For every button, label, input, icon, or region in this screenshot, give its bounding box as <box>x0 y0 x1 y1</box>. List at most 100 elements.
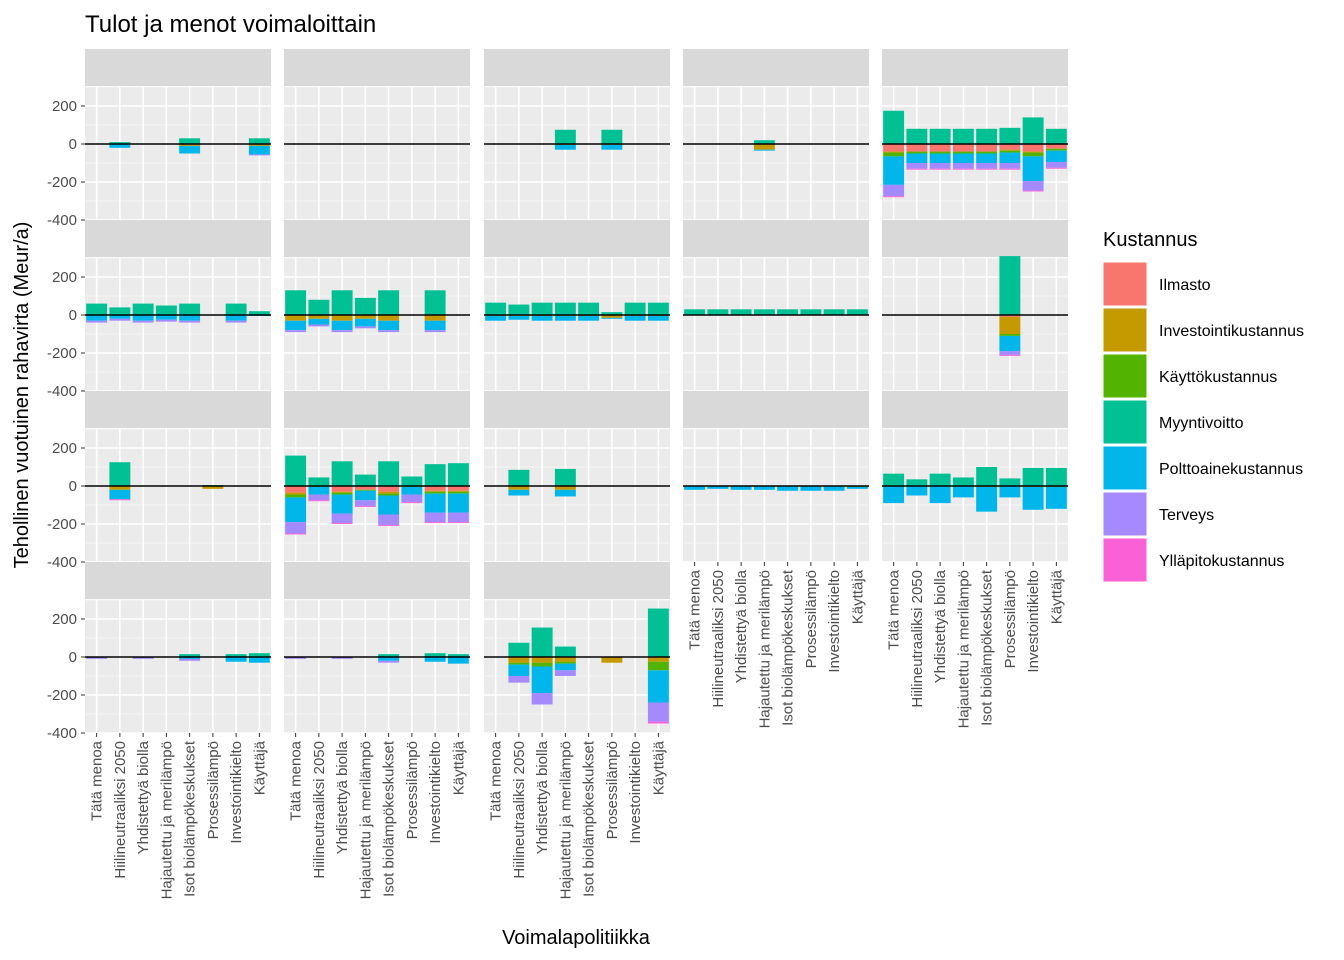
x-tick-label: Hajautettu ja merilämpö <box>955 570 972 728</box>
x-tick-label: Käyttäjä <box>251 740 268 795</box>
bar-segment <box>1022 156 1044 182</box>
bar-segment <box>883 196 905 198</box>
x-tick-label: Käyttäjä <box>1048 569 1065 624</box>
y-tick-label: 200 <box>52 440 77 457</box>
bar-segment <box>999 150 1021 153</box>
bar-segment <box>647 657 669 662</box>
y-tick-label: 200 <box>52 98 77 115</box>
x-tick-label: Prosessilämpö <box>404 741 421 839</box>
bar-segment <box>508 642 530 657</box>
legend-label: Käyttökustannus <box>1159 369 1277 386</box>
bar-segment <box>248 657 270 663</box>
bar-segment <box>225 320 247 323</box>
facet-panel <box>683 220 869 392</box>
bar-segment <box>354 490 376 501</box>
bar-segment <box>86 315 108 321</box>
bar-segment <box>248 154 270 156</box>
x-axis-title: Voimalapolitiikka <box>502 927 651 949</box>
facet-strip <box>85 49 271 86</box>
bar-segment <box>684 486 706 490</box>
bar-segment <box>424 512 446 523</box>
bar-segment <box>929 128 951 144</box>
y-tick-label: -200 <box>47 345 77 362</box>
facet-panel <box>284 49 470 221</box>
bar-segment <box>354 297 376 315</box>
bar-segment <box>331 486 353 492</box>
bar-segment <box>424 493 446 513</box>
legend-key <box>1102 399 1148 445</box>
bar-segment <box>155 315 177 320</box>
facet-panel <box>882 220 1068 392</box>
bar-segment <box>883 486 905 504</box>
bar-segment <box>508 469 530 486</box>
bar-segment <box>401 502 423 504</box>
bar-segment <box>1045 148 1067 151</box>
bar-segment <box>883 151 905 153</box>
bar-segment <box>531 693 553 705</box>
y-tick-label: 0 <box>69 478 77 495</box>
bar-segment <box>179 320 201 323</box>
facet-strip <box>284 220 470 257</box>
bar-segment <box>485 302 507 315</box>
bar-segment <box>447 490 469 492</box>
bar-segment <box>308 299 330 315</box>
bar-segment <box>202 486 224 489</box>
y-tick-label: 0 <box>69 136 77 153</box>
bar-segment <box>601 315 623 318</box>
facet-strip <box>882 220 1068 257</box>
bar-segment <box>109 315 131 319</box>
bar-segment <box>999 163 1021 169</box>
bar-segment <box>554 315 576 321</box>
bar-segment <box>354 318 376 327</box>
bar-segment <box>285 320 307 331</box>
bar-segment <box>508 657 530 663</box>
bar-segment <box>976 151 998 154</box>
facet-strip <box>683 220 869 257</box>
bar-segment <box>976 168 998 170</box>
bar-segment <box>179 315 201 321</box>
panel-background <box>284 87 470 220</box>
bar-segment <box>447 512 469 523</box>
bar-segment <box>378 486 400 492</box>
bar-segment <box>331 461 353 486</box>
bar-segment <box>554 663 576 671</box>
bar-segment <box>179 658 201 661</box>
bar-segment <box>601 144 623 150</box>
bar-segment <box>401 486 423 495</box>
bar-segment <box>354 489 376 491</box>
bar-segment <box>531 657 553 663</box>
bar-segment <box>999 144 1021 150</box>
bar-segment <box>929 163 951 169</box>
bar-segment <box>929 473 951 486</box>
bar-segment <box>331 494 353 514</box>
bar-segment <box>578 315 600 321</box>
bar-segment <box>285 657 307 659</box>
legend-label: Myyntivoitto <box>1159 415 1244 432</box>
bar-segment <box>999 354 1021 356</box>
facet-panel <box>683 49 869 221</box>
legend-key <box>1102 491 1148 537</box>
bar-segment <box>378 315 400 321</box>
x-tick-label: Tätä menoa <box>89 740 106 821</box>
bar-segment <box>883 152 905 157</box>
bar-segment <box>225 315 247 321</box>
x-tick-label: Investointikielto <box>427 741 444 844</box>
bar-segment <box>378 320 400 331</box>
bar-segment <box>109 144 131 148</box>
legend-title: Kustannus <box>1103 229 1198 251</box>
panel-background <box>683 258 869 391</box>
bar-segment <box>424 464 446 486</box>
facet-panel <box>484 391 670 563</box>
x-tick-label: Hiilineutraaliksi 2050 <box>311 741 328 879</box>
x-tick-label: Prosessilämpö <box>1002 570 1019 668</box>
bar-segment <box>354 315 376 319</box>
y-tick-label: 0 <box>69 649 77 666</box>
bar-segment <box>424 320 446 331</box>
legend: Kustannus Ilmasto Investointikustannus Käy… <box>1102 229 1304 583</box>
bar-segment <box>109 318 131 321</box>
x-tick-label: Tätä menoa <box>687 569 704 650</box>
x-tick-label: Investointikielto <box>627 741 644 844</box>
bar-segment <box>554 144 576 150</box>
bar-segment <box>976 144 998 152</box>
x-tick-label: Isot biolämpökeskukset <box>381 740 398 897</box>
